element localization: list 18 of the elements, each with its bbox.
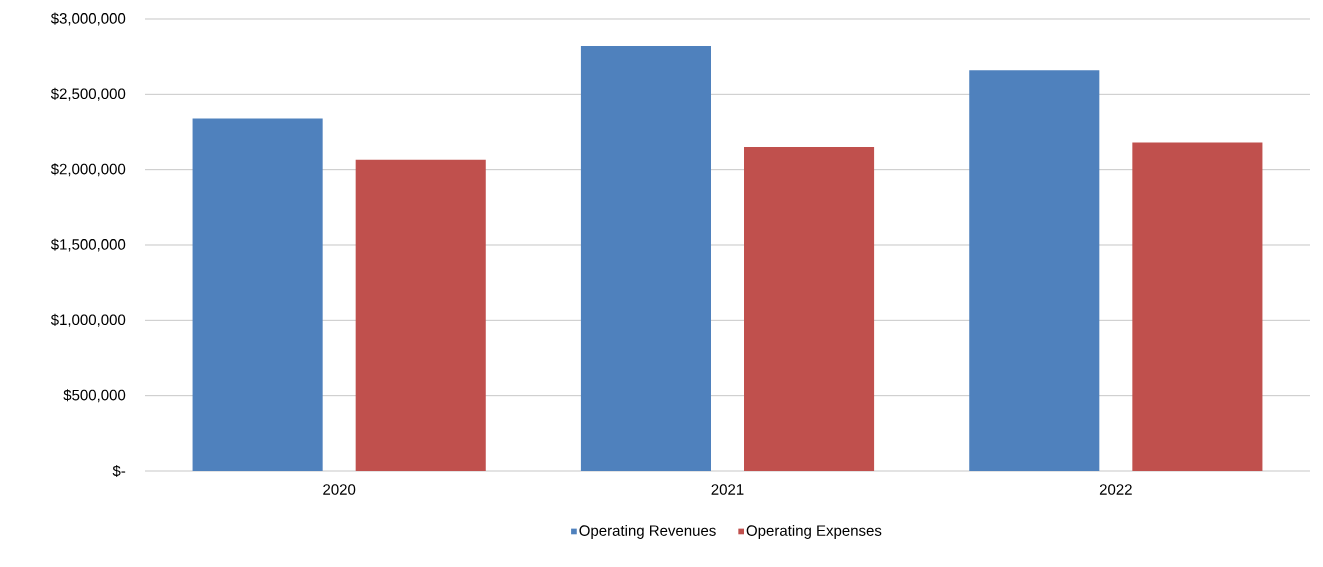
- bar: [355, 159, 486, 471]
- y-tick-label: $2,500,000: [50, 87, 126, 101]
- y-tick-label: $500,000: [63, 389, 126, 403]
- bar: [744, 147, 875, 471]
- x-tick-label: 2021: [711, 484, 744, 495]
- y-tick-label: $1,000,000: [50, 313, 126, 327]
- bar: [1132, 142, 1263, 471]
- bar: [580, 46, 711, 471]
- y-tick-label: $1,500,000: [50, 238, 126, 252]
- bar: [969, 70, 1100, 471]
- y-tick-label: $3,000,000: [50, 12, 126, 26]
- y-tick-label: $2,000,000: [50, 163, 126, 177]
- y-tick-label: $-: [112, 464, 126, 478]
- legend-label: Operating Revenues: [579, 524, 716, 539]
- x-tick-label: 2022: [1099, 484, 1132, 495]
- bar: [192, 118, 323, 471]
- legend-label: Operating Expenses: [746, 524, 882, 539]
- x-tick-label: 2020: [323, 484, 356, 495]
